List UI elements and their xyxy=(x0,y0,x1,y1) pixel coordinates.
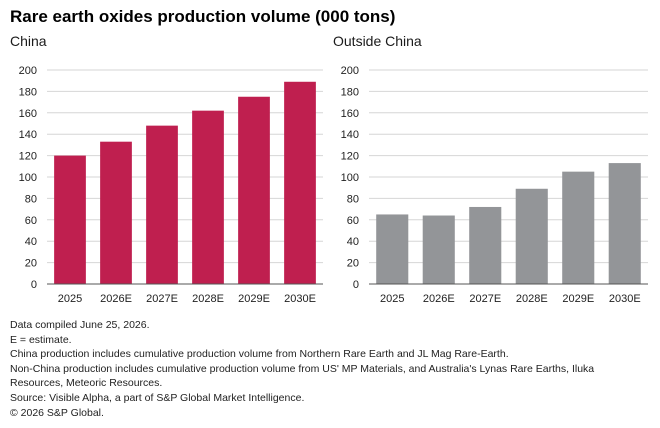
china-x-tick-label: 2029E xyxy=(238,293,270,305)
outside-china-y-tick-label: 60 xyxy=(347,215,359,227)
china-y-tick-label: 160 xyxy=(19,108,37,120)
chart-title: Rare earth oxides production volume (000… xyxy=(10,7,396,26)
china-bar xyxy=(146,125,178,284)
china-x-tick-label: 2030E xyxy=(284,293,316,305)
china-x-tick-label: 2027E xyxy=(146,293,178,305)
outside-china-x-tick-label: 2025 xyxy=(380,293,404,305)
china-bar xyxy=(238,96,270,284)
outside-china-bar xyxy=(422,215,455,284)
china-y-tick-label: 180 xyxy=(19,86,37,98)
outside-china-y-tick-label: 200 xyxy=(341,65,359,77)
outside-china-y-tick-label: 80 xyxy=(347,193,359,205)
note-source: Source: Visible Alpha, a part of S&P Glo… xyxy=(10,391,305,404)
china-y-tick-label: 20 xyxy=(25,258,37,270)
outside-china-x-tick-label: 2029E xyxy=(562,293,594,305)
note-date: Data compiled June 25, 2026. xyxy=(10,319,150,331)
outside-china-y-tick-label: 40 xyxy=(347,236,359,248)
outside-china-y-tick-label: 180 xyxy=(341,86,359,98)
outside-china-y-tick-label: 160 xyxy=(341,108,359,120)
outside-china-bar xyxy=(515,188,548,284)
note-estimate: E = estimate. xyxy=(10,333,72,346)
china-bar xyxy=(284,81,316,285)
outside-china-y-tick-label: 100 xyxy=(341,172,359,184)
china-y-tick-label: 140 xyxy=(19,129,37,141)
note-china: China production includes cumulative pro… xyxy=(10,348,509,361)
china-x-tick-label: 2028E xyxy=(192,293,224,305)
china-bar-chart: 0 20 40 60 80 100 120 140 160 180 200 2025 2026E 2027… xyxy=(19,65,323,305)
outside-china-bar xyxy=(608,163,641,284)
china-x-tick-label: 2025 xyxy=(58,293,82,305)
china-bar xyxy=(192,110,224,284)
china-x-tick-label: 2026E xyxy=(100,293,132,305)
china-y-tick-label: 100 xyxy=(19,172,37,184)
outside-china-subtitle: Outside China xyxy=(333,33,422,49)
note-copyright: © 2026 S&P Global. xyxy=(10,406,104,419)
outside-china-bar-chart: 0 20 40 60 80 100 120 140 160 180 200 2025 2026E 2027… xyxy=(341,65,648,305)
china-y-tick-label: 120 xyxy=(19,151,37,163)
note-non-china: Non-China production includes cumulative… xyxy=(10,362,595,390)
china-bar xyxy=(54,155,86,284)
outside-china-y-tick-label: 20 xyxy=(347,258,359,270)
outside-china-y-tick-label: 120 xyxy=(341,151,359,163)
outside-china-bar xyxy=(376,214,409,284)
china-y-tick-label: 80 xyxy=(25,193,37,205)
chart-notes: Data compiled June 25, 2026. E = estimat… xyxy=(10,318,650,420)
outside-china-bar xyxy=(469,206,502,284)
outside-china-x-tick-label: 2027E xyxy=(469,293,501,305)
china-y-tick-label: 0 xyxy=(31,279,37,291)
outside-china-y-tick-label: 0 xyxy=(353,279,359,291)
china-y-tick-label: 200 xyxy=(19,65,37,77)
china-bar xyxy=(100,141,132,284)
outside-china-x-tick-label: 2026E xyxy=(423,293,455,305)
china-y-tick-label: 40 xyxy=(25,236,37,248)
outside-china-x-tick-label: 2028E xyxy=(516,293,548,305)
outside-china-x-tick-label: 2030E xyxy=(609,293,641,305)
outside-china-bar xyxy=(562,171,595,284)
outside-china-y-tick-label: 140 xyxy=(341,129,359,141)
china-subtitle: China xyxy=(10,33,47,49)
china-y-tick-label: 60 xyxy=(25,215,37,227)
